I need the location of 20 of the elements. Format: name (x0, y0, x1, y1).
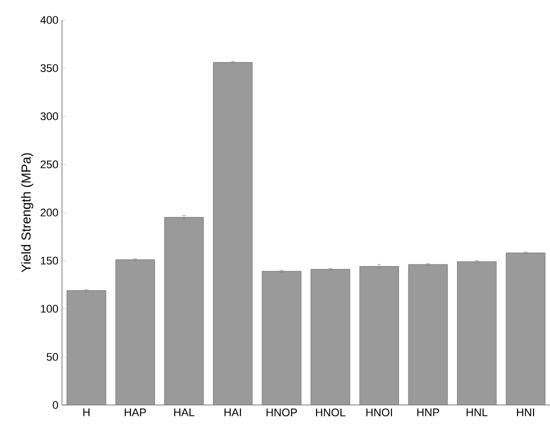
y-tick-label: 50 (46, 352, 58, 361)
x-tick-label: HNOP (266, 408, 297, 416)
y-tick-label: 150 (40, 256, 58, 265)
x-tick-label: HAI (224, 408, 241, 416)
x-tick-label: HNL (466, 408, 488, 416)
x-tick-label: HNI (517, 408, 534, 416)
y-tick-label: 350 (40, 64, 58, 72)
x-tick-label: HAL (174, 408, 194, 416)
x-tick-label: HNP (417, 408, 440, 416)
y-tick-label: 250 (40, 160, 58, 168)
x-tick-label: HAP (124, 408, 146, 416)
x-tick-label: HNOI (366, 408, 392, 416)
y-tick-label: 400 (40, 16, 58, 24)
x-tick-label: H (83, 408, 90, 416)
y-tick-label: 200 (40, 208, 58, 216)
y-tick-label: 100 (40, 304, 58, 313)
y-tick-label: 300 (40, 112, 58, 120)
y-tick-label: 0 (52, 401, 58, 409)
y-axis-title: Yield Strength (MPa) (21, 153, 34, 272)
x-tick-label: HNOL (316, 408, 346, 416)
